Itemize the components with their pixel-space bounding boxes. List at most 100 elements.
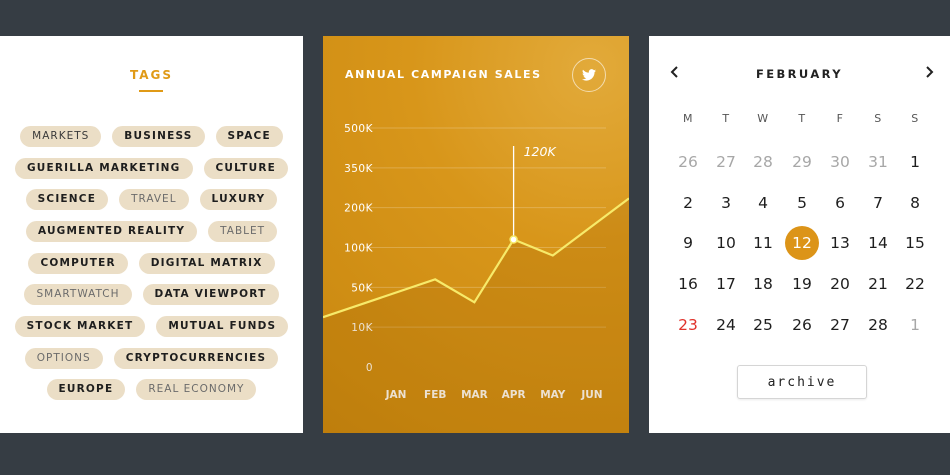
calendar-day[interactable]: 13 — [830, 234, 850, 252]
calendar-day[interactable]: 28 — [753, 153, 773, 171]
calendar-day[interactable]: 2 — [683, 194, 693, 212]
calendar-day[interactable]: 5 — [797, 194, 807, 212]
calendar-day[interactable]: 26 — [792, 316, 812, 334]
tag-row: SCIENCE TRAVEL LUXURY — [0, 189, 303, 210]
calendar-day[interactable]: 1 — [910, 153, 920, 171]
calendar-day[interactable]: 27 — [716, 153, 736, 171]
tag-chip[interactable]: SMARTWATCH — [24, 284, 132, 305]
calendar-day[interactable]: 19 — [792, 275, 812, 293]
calendar-day[interactable]: 10 — [716, 234, 736, 252]
series-line — [323, 197, 629, 319]
y-tick-label: 10K — [351, 322, 373, 334]
weekday-label: F — [836, 112, 844, 125]
calendar-day[interactable]: 4 — [758, 194, 768, 212]
calendar-day[interactable]: 6 — [835, 194, 845, 212]
calendar-day[interactable]: 26 — [678, 153, 698, 171]
tag-chip[interactable]: DATA VIEWPORT — [142, 284, 279, 305]
calendar-day[interactable]: 17 — [716, 275, 736, 293]
tag-row: AUGMENTED REALITY TABLET — [0, 221, 303, 242]
tag-row: COMPUTER DIGITAL MATRIX — [0, 253, 303, 274]
tag-chip[interactable]: MARKETS — [20, 126, 102, 147]
sales-line-chart: 0 10K 50K 100K 200K 350K 500K JAN FEB MAR APR MAY JU… — [323, 123, 629, 433]
title-underline — [139, 90, 163, 92]
chevron-right-icon — [926, 66, 934, 78]
tag-chip[interactable]: SCIENCE — [25, 189, 109, 210]
calendar-day[interactable]: 7 — [873, 194, 883, 212]
x-tick-label: APR — [502, 389, 526, 401]
tag-chip[interactable]: AUGMENTED REALITY — [25, 221, 198, 242]
calendar-day[interactable]: 25 — [753, 316, 773, 334]
tags-title: TAGS — [129, 68, 174, 82]
tag-row: GUERILLA MARKETING CULTURE — [0, 158, 303, 179]
calendar-day[interactable]: 22 — [905, 275, 925, 293]
twitter-icon — [582, 69, 596, 81]
calendar-day[interactable]: 16 — [678, 275, 698, 293]
tag-chip[interactable]: DIGITAL MATRIX — [138, 253, 275, 274]
calendar-day[interactable]: 27 — [830, 316, 850, 334]
weekday-label: S — [911, 112, 919, 125]
calendar-day[interactable]: 24 — [716, 316, 736, 334]
tag-chip[interactable]: COMPUTER — [28, 253, 128, 274]
month-title: FEBRUARY — [756, 67, 843, 81]
next-month-button[interactable] — [919, 64, 939, 84]
x-tick-label: MAY — [540, 389, 566, 401]
tag-chip[interactable]: GUERILLA MARKETING — [14, 158, 193, 179]
y-tick-label: 200K — [344, 203, 374, 215]
weekday-label: T — [722, 112, 730, 125]
calendar-day[interactable]: 8 — [910, 194, 920, 212]
chevron-left-icon — [670, 66, 678, 78]
tag-chip[interactable]: TABLET — [208, 221, 278, 242]
calendar-day[interactable]: 3 — [721, 194, 731, 212]
tag-chip[interactable]: CRYPTOCURRENCIES — [113, 348, 279, 369]
x-tick-label: FEB — [424, 389, 446, 401]
tag-row: SMARTWATCH DATA VIEWPORT — [0, 284, 303, 305]
calendar-day[interactable]: 18 — [753, 275, 773, 293]
tag-chip[interactable]: SPACE — [215, 126, 283, 147]
x-tick-label: JAN — [385, 389, 407, 401]
calendar-day[interactable]: 31 — [868, 153, 888, 171]
tag-row: EUROPE REAL ECONOMY — [0, 379, 303, 400]
weekday-label: S — [874, 112, 882, 125]
tag-chip[interactable]: REAL ECONOMY — [136, 379, 257, 400]
line-shadow-area — [323, 198, 629, 433]
weekday-label: W — [757, 112, 769, 125]
calendar-day[interactable]: 1 — [910, 316, 920, 334]
calendar-day[interactable]: 29 — [792, 153, 812, 171]
calendar-day[interactable]: 15 — [905, 234, 925, 252]
tags-card: TAGS MARKETS BUSINESS SPACE GUERILLA MARKET… — [0, 36, 303, 433]
calendar-day[interactable]: 28 — [868, 316, 888, 334]
calendar-day[interactable]: 9 — [683, 234, 693, 252]
tag-chip[interactable]: OPTIONS — [24, 348, 103, 369]
x-tick-label: MAR — [461, 389, 488, 401]
y-tick-label: 100K — [344, 243, 374, 255]
tag-chip[interactable]: LUXURY — [199, 189, 278, 210]
weekday-label: M — [683, 112, 693, 125]
y-tick-label: 350K — [344, 163, 374, 175]
x-tick-label: JUN — [580, 389, 602, 401]
y-tick-label: 500K — [344, 123, 374, 135]
twitter-share-button[interactable] — [572, 58, 606, 92]
tag-chip[interactable]: EUROPE — [46, 379, 126, 400]
calendar-card: FEBRUARY M T W T F S S 26 27 28 29 30 31 1 2 3 4 5 6 7 8 9 10 1… — [649, 36, 950, 433]
calendar-day[interactable]: 20 — [830, 275, 850, 293]
annotation-label: 120K — [524, 144, 558, 159]
weekday-label: T — [798, 112, 806, 125]
previous-month-button[interactable] — [665, 64, 685, 84]
chart-title: ANNUAL CAMPAIGN SALES — [345, 68, 542, 81]
tag-chip[interactable]: BUSINESS — [112, 126, 205, 147]
calendar-day[interactable]: 23 — [678, 316, 698, 334]
tag-row: STOCK MARKET MUTUAL FUNDS — [0, 316, 303, 337]
calendar-day[interactable]: 30 — [830, 153, 850, 171]
tag-chip[interactable]: MUTUAL FUNDS — [156, 316, 289, 337]
y-tick-label: 0 — [366, 362, 373, 374]
tag-row: OPTIONS CRYPTOCURRENCIES — [0, 348, 303, 369]
tag-chip[interactable]: STOCK MARKET — [14, 316, 146, 337]
calendar-day[interactable]: 21 — [868, 275, 888, 293]
calendar-day[interactable]: 14 — [868, 234, 888, 252]
calendar-day[interactable]: 11 — [753, 234, 773, 252]
tag-chip[interactable]: TRAVEL — [119, 189, 189, 210]
chart-card: 0 10K 50K 100K 200K 350K 500K JAN FEB MAR APR MAY JU… — [323, 36, 629, 433]
tag-chip[interactable]: CULTURE — [203, 158, 289, 179]
selected-day[interactable]: 12 — [785, 226, 819, 260]
archive-button[interactable]: archive — [737, 365, 867, 399]
